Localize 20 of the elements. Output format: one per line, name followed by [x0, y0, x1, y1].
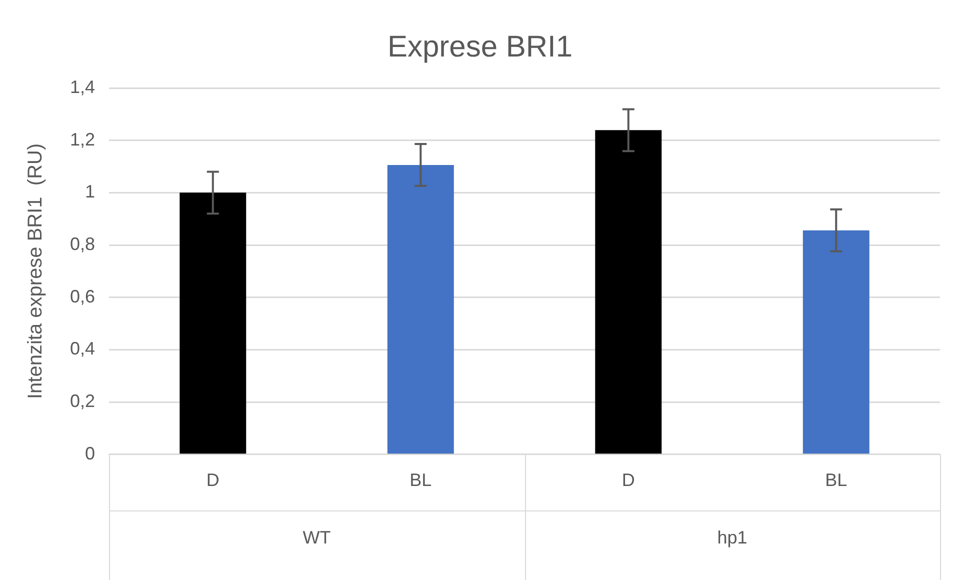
bar	[387, 164, 454, 454]
bar	[802, 230, 870, 454]
x-tick-label: BL	[410, 470, 432, 490]
y-tick-label: 1	[85, 182, 96, 202]
y-tick-label: 1,4	[70, 76, 96, 97]
y-tick-label: 0,6	[70, 286, 96, 306]
y-tick-label: 0	[85, 443, 96, 464]
y-axis-title: Intenzita exprese BRI1 (RU)	[24, 143, 47, 400]
text: WT	[302, 527, 331, 548]
x-tick-label: BL	[825, 470, 848, 490]
x-tick-label: D	[622, 470, 635, 490]
text: hp1	[717, 527, 748, 548]
bar	[595, 130, 662, 454]
chart-title: Exprese BRI1	[387, 30, 573, 64]
y-tick-label: 0,4	[70, 338, 96, 359]
x-tick-label: D	[206, 470, 220, 490]
y-tick-label: 0,8	[70, 234, 96, 254]
y-tick-label: 1,2	[70, 129, 96, 150]
bar	[180, 192, 246, 454]
y-tick-label: 0,2	[70, 391, 96, 412]
